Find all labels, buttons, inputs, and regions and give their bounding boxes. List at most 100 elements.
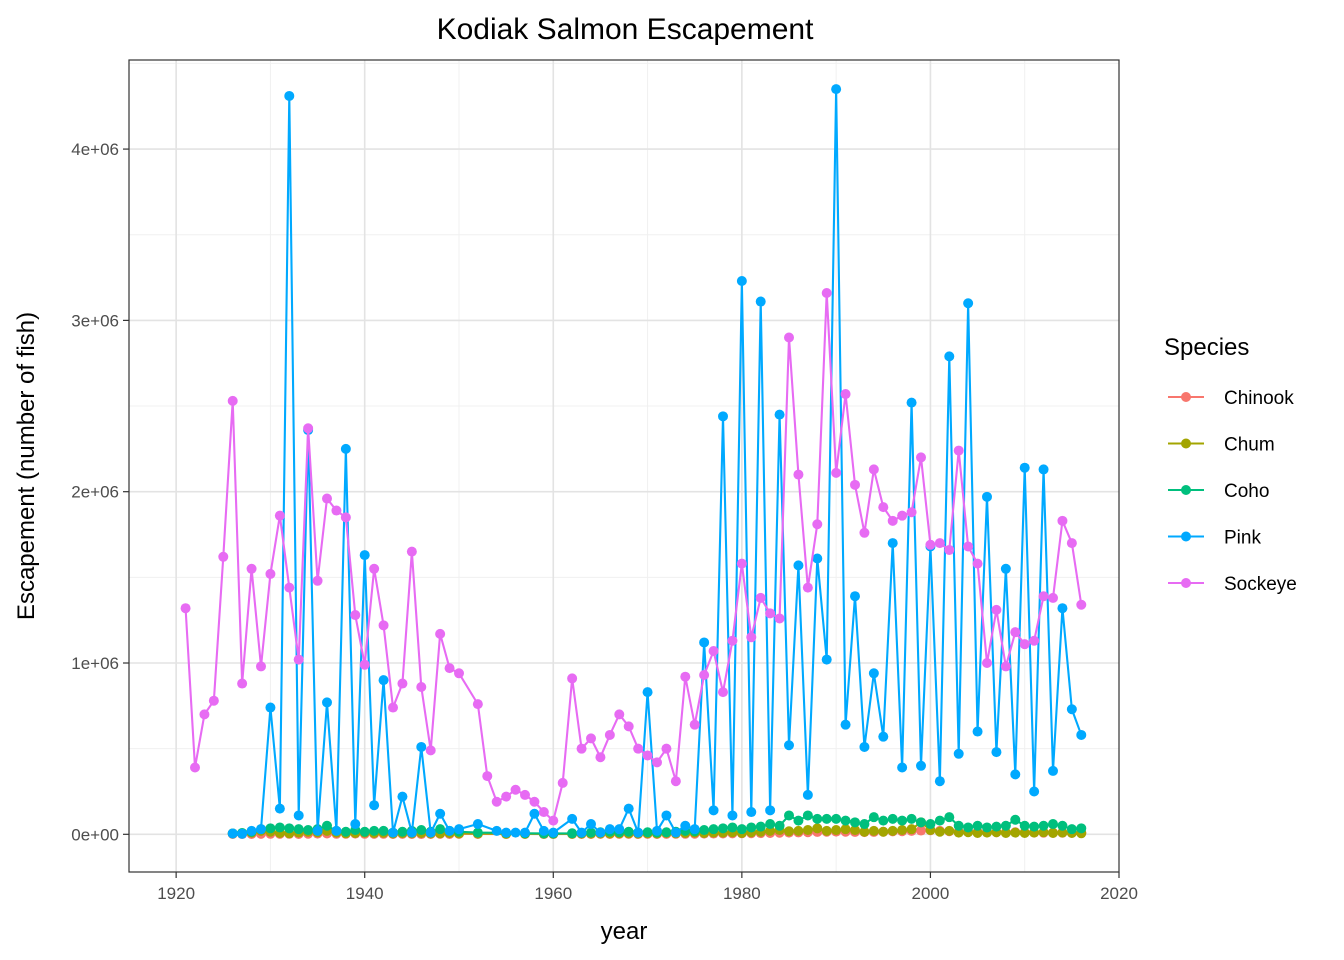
data-point-pink [454,824,464,835]
data-point-chum [868,825,879,836]
data-point-coho [1048,819,1058,830]
data-point-pink [774,409,785,420]
data-point-pink [350,819,361,830]
data-point-pink [859,741,870,752]
data-point-sockeye [670,776,681,787]
data-point-chum [897,825,908,836]
data-point-sockeye [642,750,653,761]
data-point-pink [595,827,606,838]
data-point-coho [567,828,578,839]
x-axis-title: year [601,918,648,945]
data-point-sockeye [482,771,493,782]
data-point-sockeye [350,610,361,621]
data-point-pink [878,731,889,742]
data-point-pink [661,810,672,821]
data-point-sockeye [303,423,314,434]
data-point-sockeye [736,558,747,569]
data-point-pink [435,808,446,819]
data-point-chum [821,825,832,836]
legend-item-chinook: Chinook [1168,388,1294,409]
data-point-sockeye [944,544,955,555]
data-point-sockeye [840,389,851,400]
legend-label: Coho [1224,481,1269,502]
data-point-pink [727,810,738,821]
data-point-sockeye [850,479,860,490]
data-point-sockeye [1019,639,1030,650]
data-point-chum [793,825,804,836]
data-point-coho [727,822,738,833]
data-point-coho [1010,814,1021,825]
data-point-pink [887,538,898,549]
data-point-coho [868,812,879,823]
data-point-chum [934,826,945,837]
data-point-sockeye [604,729,615,740]
legend-key-point [1181,578,1191,588]
data-point-chum [1000,827,1011,838]
data-point-coho [840,815,851,826]
data-point-pink [567,813,578,824]
data-point-sockeye [774,613,785,624]
data-point-pink [963,298,974,309]
data-point-sockeye [755,592,766,603]
data-point-chum [765,825,776,836]
data-point-sockeye [802,582,813,593]
data-point-sockeye [906,507,917,518]
data-point-sockeye [1000,661,1011,672]
plot-panel [129,60,1119,872]
data-point-pink [472,819,483,830]
data-point-sockeye [529,796,540,807]
data-point-sockeye [868,464,879,475]
data-point-sockeye [576,743,587,754]
data-point-coho [661,827,672,838]
data-point-chum [784,826,794,837]
data-point-sockeye [416,681,427,692]
data-point-sockeye [425,745,436,756]
data-point-sockeye [1057,515,1068,526]
data-point-sockeye [369,563,380,574]
legend-key-point [1181,531,1191,542]
data-point-sockeye [821,287,832,298]
data-point-chum [887,825,898,836]
data-point-chum [840,824,851,835]
chart-title: Kodiak Salmon Escapement [437,13,815,46]
data-point-coho [472,827,483,838]
data-point-pink [736,275,747,286]
data-point-coho [1029,821,1040,832]
data-point-pink [623,803,634,814]
data-point-pink [359,550,370,561]
data-point-coho [416,825,427,836]
grid-lines [129,60,1119,872]
data-point-sockeye [793,469,804,480]
data-point-pink [1048,765,1058,776]
data-point-pink [689,824,700,835]
data-point-sockeye [614,709,625,720]
data-point-coho [369,825,380,836]
data-point-pink [718,411,728,422]
y-tick-label: 1e+06 [71,654,119,673]
data-point-coho [265,823,276,834]
data-point-coho [812,813,823,824]
data-point-sockeye [934,538,945,549]
data-point-pink [340,443,351,454]
data-point-pink [784,740,794,751]
data-point-sockeye [567,673,578,684]
legend-label: Chinook [1224,388,1294,409]
data-point-sockeye [708,646,719,657]
data-point-sockeye [538,807,549,818]
data-point-chum [1019,827,1030,838]
data-point-sockeye [972,558,983,569]
data-point-sockeye [1010,627,1021,638]
data-point-sockeye [331,505,342,516]
data-point-coho [746,822,757,833]
data-point-sockeye [378,620,389,631]
data-point-coho [850,817,860,828]
data-point-sockeye [595,752,606,763]
y-axis-title: Escapement (number of fish) [13,312,40,620]
data-point-sockeye [963,541,974,552]
data-point-pink [1066,704,1077,715]
data-point-coho [397,826,408,837]
data-point-pink [972,726,983,737]
data-point-sockeye [227,395,238,406]
series-sockeye [180,287,1087,826]
